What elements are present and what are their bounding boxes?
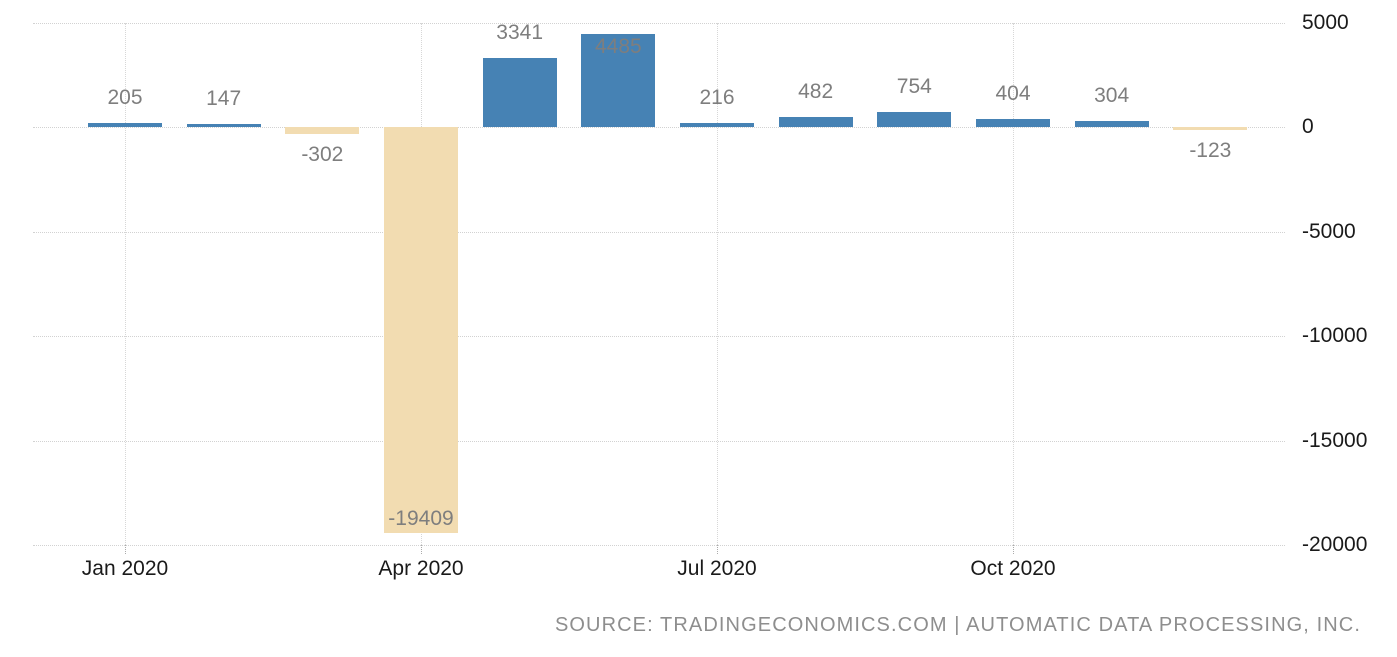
bar-value-label: 3341 — [496, 20, 544, 44]
x-axis-tick-label: Jul 2020 — [677, 557, 757, 580]
bar-value-label: -19409 — [388, 506, 454, 530]
y-axis-tick-label: -15000 — [1302, 428, 1368, 452]
y-axis-tick-label: -10000 — [1302, 324, 1368, 348]
bar-value-label: 4485 — [594, 34, 642, 58]
x-gridline — [717, 23, 718, 545]
bar-value-label: 404 — [995, 81, 1031, 105]
bar-oct-2020[interactable] — [976, 118, 1050, 128]
bar-dec-2020[interactable] — [1173, 127, 1248, 130]
x-axis-tick-label: Apr 2020 — [378, 557, 464, 580]
bar-apr-2020[interactable] — [384, 127, 458, 533]
bar-value-label: -123 — [1189, 138, 1232, 162]
y-axis-tick-label: 5000 — [1302, 11, 1349, 34]
bar-jul-2020[interactable] — [680, 122, 754, 128]
bar-aug-2020[interactable] — [778, 117, 853, 128]
x-gridline — [1013, 23, 1014, 545]
x-axis-tick — [717, 545, 718, 554]
x-axis-tick — [125, 545, 126, 554]
source-attribution: SOURCE: TRADINGECONOMICS.COM | AUTOMATIC… — [554, 614, 1361, 636]
y-gridline — [33, 336, 1285, 338]
x-gridline — [125, 23, 126, 545]
bar-jan-2020[interactable] — [88, 123, 162, 128]
x-axis-tick-label: Oct 2020 — [970, 557, 1056, 580]
y-axis-tick-label: -5000 — [1302, 219, 1356, 243]
bar-value-label: 216 — [699, 85, 735, 109]
bar-value-label: 304 — [1094, 84, 1130, 108]
bar-may-2020[interactable] — [482, 57, 557, 128]
x-axis-tick — [421, 545, 422, 554]
y-axis-tick-label: 0 — [1302, 115, 1314, 139]
x-axis-tick-label: Jan 2020 — [81, 557, 169, 580]
bar-sep-2020[interactable] — [877, 111, 952, 128]
bar-value-label: -302 — [301, 142, 344, 166]
y-axis-tick-label: -20000 — [1302, 533, 1368, 556]
y-gridline — [33, 231, 1285, 233]
bar-feb-2020[interactable] — [186, 124, 261, 128]
x-axis-tick — [1013, 545, 1014, 554]
bar-value-label: 205 — [107, 86, 143, 110]
bar-value-label: 482 — [798, 80, 834, 104]
bar-jun-2020[interactable] — [581, 33, 656, 128]
y-gridline — [33, 545, 1285, 546]
y-gridline — [33, 440, 1285, 442]
bar-mar-2020[interactable] — [285, 127, 360, 134]
bar-nov-2020[interactable] — [1074, 121, 1149, 128]
bar-value-label: 147 — [206, 87, 242, 111]
y-gridline — [33, 23, 1285, 24]
y-gridline — [33, 127, 1285, 129]
bar-value-label: 754 — [896, 74, 932, 98]
